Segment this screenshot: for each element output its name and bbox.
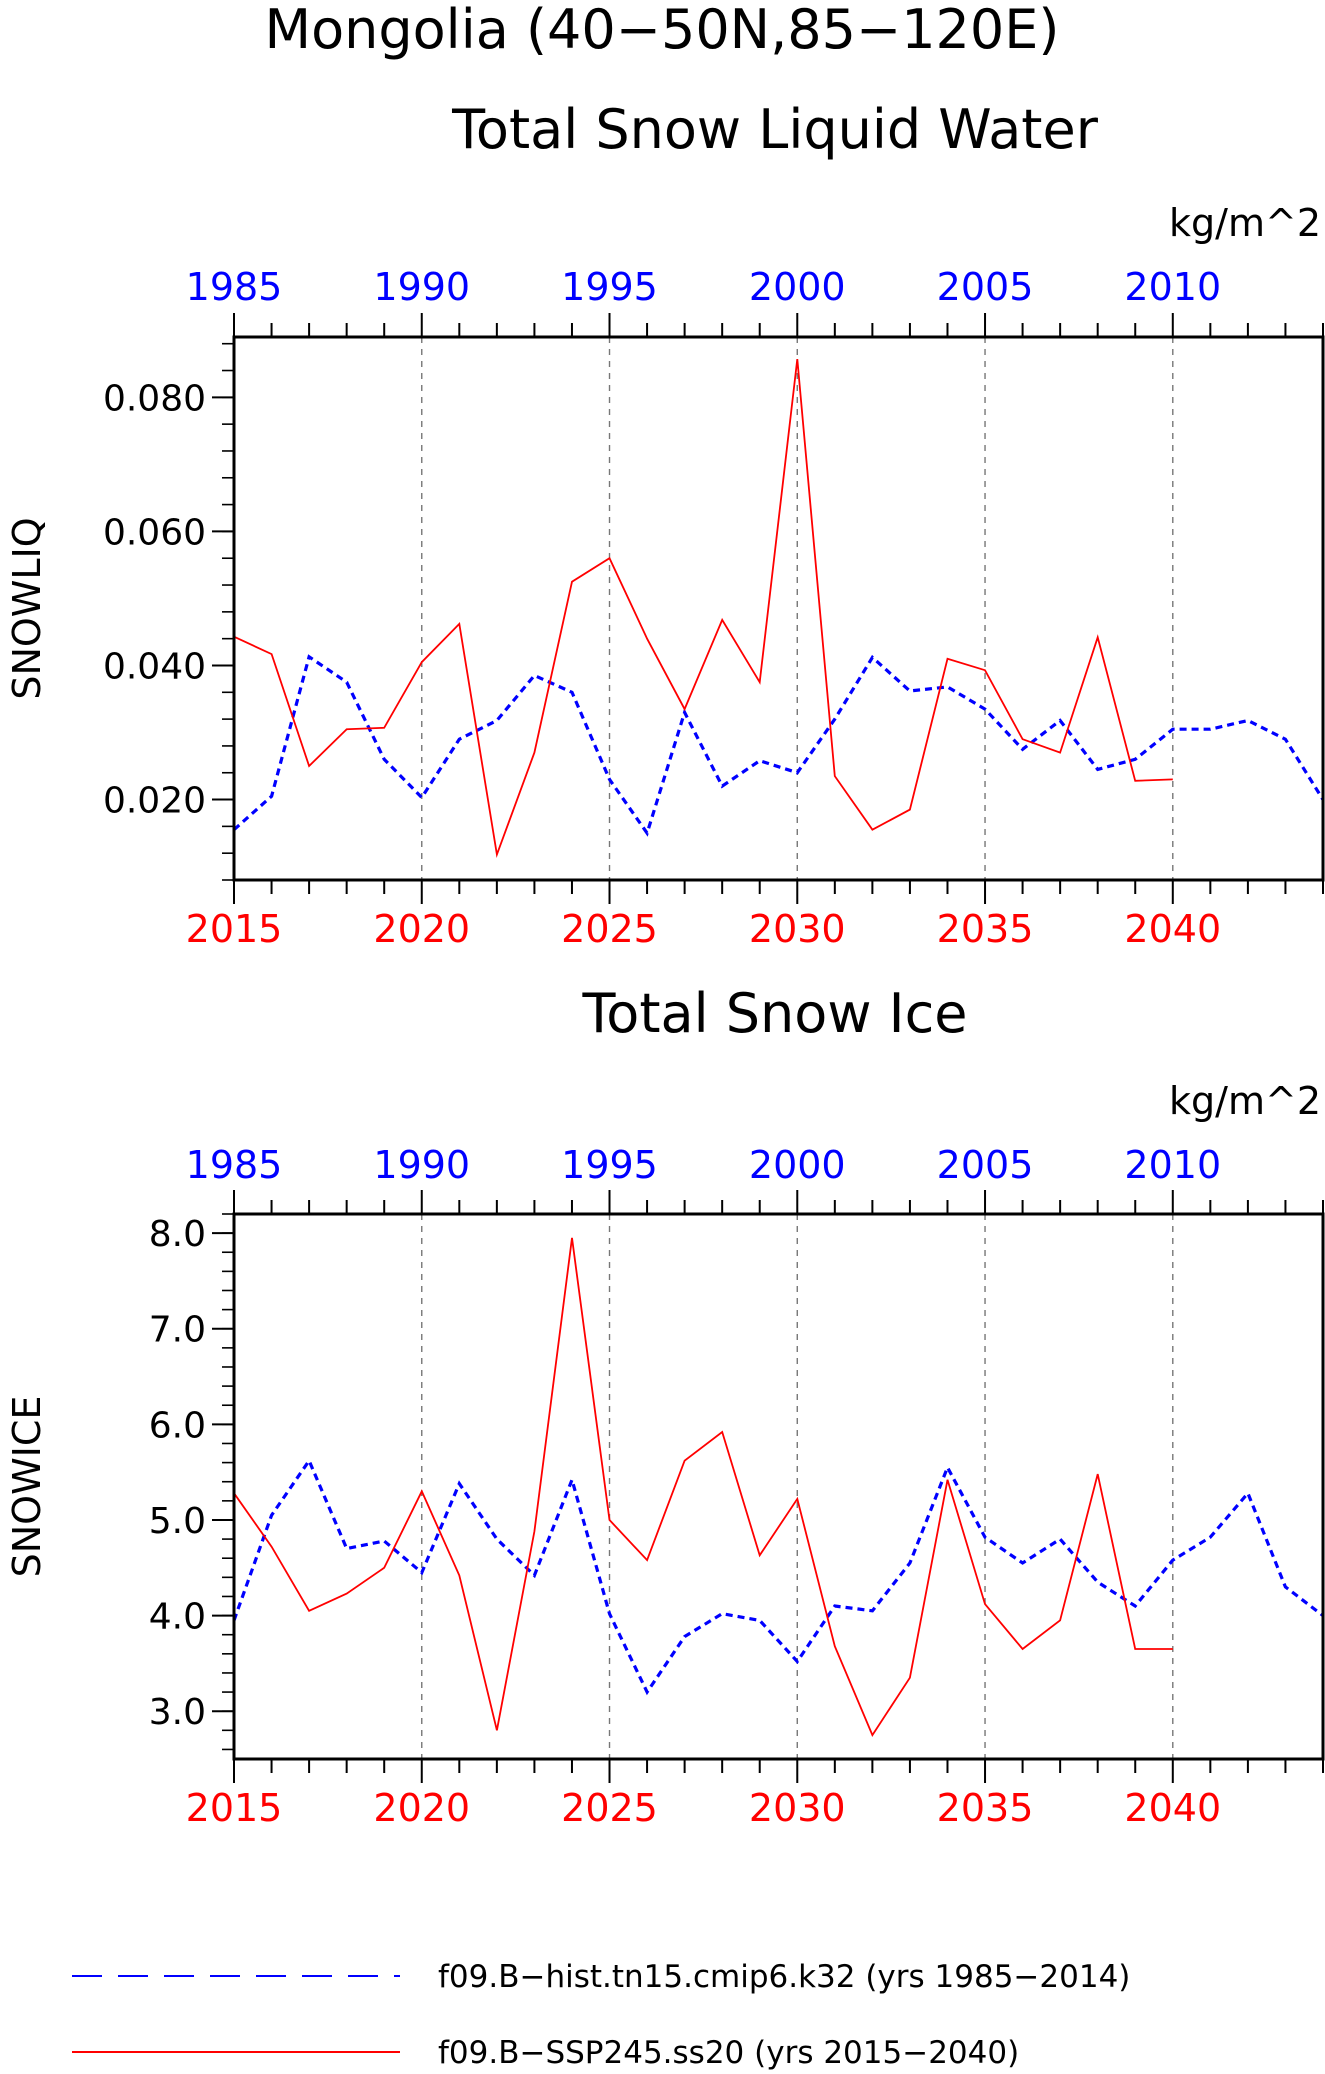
- x-tick-label-bottom: 2015: [186, 1786, 283, 1830]
- x-tick-label-top: 2005: [937, 265, 1034, 309]
- y-tick-label: 0.020: [103, 781, 206, 822]
- panel-snowice: Total Snow Ice kg/m^2 2015 2020 2025 2030 2035…: [5, 982, 1325, 1830]
- y-axis-label: SNOWLIQ: [5, 517, 49, 699]
- plot-frame: [232, 335, 1325, 882]
- panel-title: Total Snow Liquid Water: [451, 98, 1099, 161]
- y-tick-label: 0.040: [103, 646, 206, 687]
- y-tick-label: 3.0: [149, 1692, 206, 1733]
- legend-label-ssp245: f09.B−SSP245.ss20 (yrs 2015−2040): [438, 2035, 1019, 2071]
- series-hist-line: [232, 1457, 1324, 1696]
- x-tick-label-bottom: 2035: [937, 1786, 1034, 1830]
- x-tick-label-bottom: 2035: [937, 907, 1034, 951]
- units-label: kg/m^2: [1169, 1079, 1321, 1123]
- x-tick-label-bottom: 2025: [561, 907, 658, 951]
- x-tick-label-top: 1995: [561, 265, 658, 309]
- x-tick-label-top: 2010: [1124, 1143, 1221, 1187]
- x-tick-label-bottom: 2015: [186, 907, 283, 951]
- y-axis-label: SNOWICE: [5, 1396, 49, 1578]
- x-tick-label-top: 1995: [561, 1143, 658, 1187]
- plot-frame: [232, 1212, 1325, 1761]
- x-tick-label-top: 2010: [1124, 265, 1221, 309]
- x-tick-label-top: 1990: [373, 1143, 470, 1187]
- series-hist-line: [232, 654, 1325, 837]
- legend-label-hist: f09.B−hist.tn15.cmip6.k32 (yrs 1985−2014…: [438, 1959, 1130, 1995]
- x-tick-label-top: 1985: [186, 265, 283, 309]
- x-tick-label-top: 2000: [749, 1143, 846, 1187]
- x-tick-label-top: 1990: [373, 265, 470, 309]
- x-tick-label-bottom: 2040: [1124, 1786, 1221, 1830]
- x-tick-label-bottom: 2030: [749, 1786, 846, 1830]
- x-tick-label-top: 2000: [749, 265, 846, 309]
- series-ssp245-line: [233, 358, 1173, 859]
- x-tick-label-bottom: 2040: [1124, 907, 1221, 951]
- y-tick-label: 8.0: [149, 1214, 206, 1255]
- panel-title: Total Snow Ice: [582, 982, 968, 1045]
- figure-title: Mongolia (40−50N,85−120E): [265, 0, 1060, 61]
- y-tick-label: 4.0: [149, 1597, 206, 1638]
- y-tick-label: 0.080: [103, 378, 206, 419]
- x-tick-label-bottom: 2020: [373, 907, 470, 951]
- y-tick-label: 7.0: [149, 1310, 206, 1351]
- panel-snowliq: Total Snow Liquid Water kg/m^2 2015 2020 202…: [5, 98, 1325, 951]
- units-label: kg/m^2: [1169, 201, 1321, 245]
- legend: f09.B−hist.tn15.cmip6.k32 (yrs 1985−2014…: [72, 1959, 1130, 2071]
- y-tick-label: 5.0: [149, 1501, 206, 1542]
- x-tick-label-top: 2005: [937, 1143, 1034, 1187]
- series-ssp245-line: [233, 1237, 1173, 1738]
- y-tick-label: 6.0: [149, 1405, 206, 1446]
- x-tick-label-bottom: 2025: [561, 1786, 658, 1830]
- x-tick-label-bottom: 2020: [373, 1786, 470, 1830]
- x-tick-label-top: 1985: [186, 1143, 283, 1187]
- y-tick-label: 0.060: [103, 512, 206, 553]
- x-tick-label-bottom: 2030: [749, 907, 846, 951]
